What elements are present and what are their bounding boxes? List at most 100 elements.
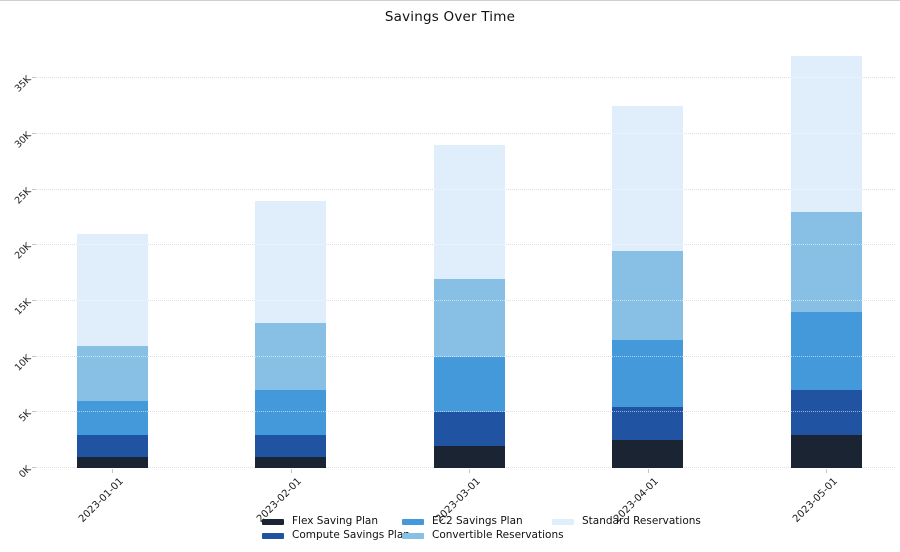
gridline-35K (36, 77, 895, 79)
bar-gridline-overlay (76, 411, 148, 413)
y-tick-mark (32, 300, 36, 302)
legend-item-compute-savings-plan[interactable]: Compute Savings Plan (262, 529, 410, 542)
bar-segment-compute-savings-plan[interactable] (76, 434, 148, 457)
bar-gridline-overlay (612, 300, 683, 302)
y-axis-label-5K: 5K (17, 408, 34, 425)
y-axis-label-20K: 20K (12, 241, 34, 262)
bar-gridline-overlay (255, 411, 326, 413)
x-tick-mark (647, 469, 649, 473)
bar-gridline-overlay (76, 300, 148, 302)
legend-label: Compute Savings Plan (292, 529, 410, 541)
y-axis-label-30K: 30K (12, 129, 34, 151)
bar-segment-ec2-savings-plan[interactable] (255, 390, 326, 435)
bar-segment-flex-saving-plan[interactable] (76, 456, 148, 468)
y-tick-mark (32, 355, 36, 357)
bar-segment-compute-savings-plan[interactable] (433, 412, 505, 446)
bar-segment-compute-savings-plan[interactable] (255, 434, 326, 457)
bar-gridline-overlay (76, 244, 148, 246)
x-axis-label-2023-01-01: 2023-01-01 (76, 476, 126, 525)
bar-segment-convertible-reservations[interactable] (255, 323, 326, 391)
y-axis-label-15K: 15K (12, 296, 34, 318)
bar-segment-ec2-savings-plan[interactable] (76, 401, 148, 435)
x-tick-mark (112, 469, 113, 473)
gridline-30K (36, 133, 895, 135)
legend-label: Convertible Reservations (432, 529, 564, 541)
legend-item-standard-reservations[interactable]: Standard Reservations (552, 515, 701, 528)
bar-2023-03-01[interactable] (433, 145, 505, 468)
legend-swatch-icon (262, 532, 284, 539)
bar-segment-standard-reservations[interactable] (76, 234, 148, 346)
bar-segment-convertible-reservations[interactable] (76, 345, 148, 402)
bar-segment-flex-saving-plan[interactable] (255, 456, 326, 468)
bar-gridline-overlay (433, 300, 505, 302)
y-tick-mark (32, 133, 36, 135)
bar-gridline-overlay (790, 411, 862, 413)
y-axis-label-0K: 0K (17, 463, 34, 481)
bar-gridline-overlay (612, 411, 683, 413)
x-tick-mark (290, 469, 292, 473)
bar-gridline-overlay (433, 188, 505, 190)
legend-swatch-icon (402, 518, 424, 525)
bar-2023-01-01[interactable] (76, 234, 148, 468)
bar-segment-ec2-savings-plan[interactable] (433, 356, 505, 413)
bar-segment-standard-reservations[interactable] (255, 200, 326, 324)
bar-gridline-overlay (790, 355, 862, 357)
y-tick-mark (32, 244, 36, 246)
y-tick-mark (32, 467, 36, 468)
bar-gridline-overlay (255, 300, 326, 302)
y-tick-mark (32, 188, 36, 190)
bar-gridline-overlay (790, 244, 862, 246)
bar-segment-convertible-reservations[interactable] (612, 250, 683, 340)
x-axis-label-2023-05-01: 2023-05-01 (790, 476, 840, 525)
legend-item-convertible-reservations[interactable]: Convertible Reservations (402, 529, 564, 542)
bar-gridline-overlay (433, 411, 505, 413)
bar-segment-compute-savings-plan[interactable] (790, 390, 862, 435)
bar-gridline-overlay (790, 133, 862, 135)
legend-item-flex-saving-plan[interactable]: Flex Saving Plan (262, 515, 378, 528)
bar-segment-standard-reservations[interactable] (612, 106, 683, 251)
y-axis-label-10K: 10K (12, 352, 34, 374)
bar-segment-flex-saving-plan[interactable] (790, 434, 862, 468)
window-top-border (0, 0, 900, 1)
bar-segment-compute-savings-plan[interactable] (612, 406, 683, 441)
bar-2023-04-01[interactable] (612, 106, 683, 468)
bar-gridline-overlay (612, 188, 683, 190)
bar-2023-05-01[interactable] (790, 56, 862, 468)
bar-gridline-overlay (612, 244, 683, 246)
bar-segment-standard-reservations[interactable] (433, 145, 505, 279)
x-tick-mark (469, 469, 470, 473)
bar-gridline-overlay (612, 355, 683, 357)
chart-title: Savings Over Time (384, 9, 516, 25)
bar-segment-standard-reservations[interactable] (790, 56, 862, 212)
x-tick-mark (826, 469, 827, 473)
bar-gridline-overlay (612, 133, 683, 135)
legend-label: Standard Reservations (582, 515, 701, 527)
y-tick-mark (32, 411, 36, 413)
bar-gridline-overlay (790, 300, 862, 302)
y-axis-label-25K: 25K (12, 185, 34, 207)
bar-segment-convertible-reservations[interactable] (790, 212, 862, 313)
bar-gridline-overlay (76, 355, 148, 357)
bar-2023-02-01[interactable] (255, 200, 326, 468)
y-axis-label-35K: 35K (12, 74, 34, 95)
bar-gridline-overlay (255, 355, 326, 357)
legend-swatch-icon (402, 532, 424, 539)
legend-label: EC2 Savings Plan (432, 515, 523, 527)
bar-gridline-overlay (790, 77, 862, 79)
legend-label: Flex Saving Plan (292, 515, 379, 527)
legend-swatch-icon (552, 518, 574, 525)
bar-gridline-overlay (255, 244, 326, 246)
bar-gridline-overlay (433, 355, 505, 357)
legend-swatch-icon (262, 518, 284, 525)
bar-gridline-overlay (433, 244, 505, 246)
legend-item-ec2-savings-plan[interactable]: EC2 Savings Plan (402, 515, 523, 528)
bar-segment-ec2-savings-plan[interactable] (790, 312, 862, 391)
plot-area: 0K 5K 10K 15K 20K 25K 30K 35K 2023-01-01 2023-02-… (13, 45, 895, 525)
bar-segment-flex-saving-plan[interactable] (433, 445, 505, 468)
y-tick-mark (32, 77, 36, 79)
bar-segment-convertible-reservations[interactable] (433, 278, 505, 357)
bar-segment-flex-saving-plan[interactable] (612, 440, 683, 468)
bar-segment-ec2-savings-plan[interactable] (612, 340, 683, 407)
bar-gridline-overlay (790, 188, 862, 190)
